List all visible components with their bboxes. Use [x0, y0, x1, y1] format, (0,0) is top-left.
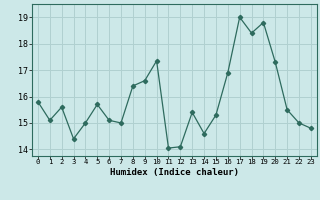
X-axis label: Humidex (Indice chaleur): Humidex (Indice chaleur) [110, 168, 239, 177]
